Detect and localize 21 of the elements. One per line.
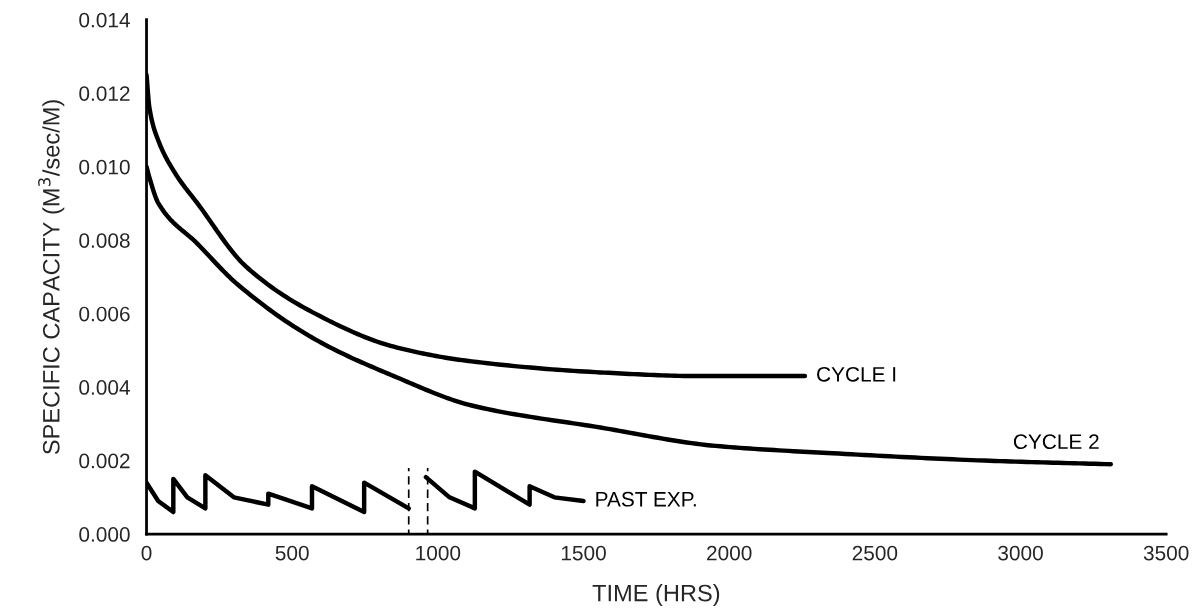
y-tick-label: 0.010 [79, 159, 130, 175]
x-tick-label: 1500 [561, 545, 606, 561]
y-tick-label: 0.008 [79, 233, 130, 248]
x-tick-label: 3500 [1143, 545, 1189, 561]
x-tick-label: 3000 [998, 545, 1043, 561]
y-tick-label: 0.002 [79, 453, 130, 469]
y-axis-title: SPECIFIC CAPACITY (M$^{3}$/sec/M) [38, 100, 65, 455]
x-tick-label: 2500 [852, 545, 898, 561]
x-tick-label: 1000 [416, 545, 461, 561]
x-axis-title: TIME (HRS) [592, 584, 720, 607]
x-tick-label: 0 [141, 545, 152, 561]
series-label: CYCLE I [817, 366, 896, 382]
x-tick-label: 2000 [707, 545, 752, 561]
y-tick-label: 0.014 [79, 12, 130, 28]
y-tick-label: 0.012 [79, 86, 130, 101]
series-label: CYCLE 2 [1013, 434, 1099, 450]
y-tick-label: 0.004 [79, 380, 130, 395]
y-tick-label: 0.006 [79, 306, 130, 322]
series-label: PAST EXP. [596, 491, 696, 507]
x-tick-label: 500 [275, 545, 309, 561]
y-tick-label: 0.000 [79, 527, 130, 542]
